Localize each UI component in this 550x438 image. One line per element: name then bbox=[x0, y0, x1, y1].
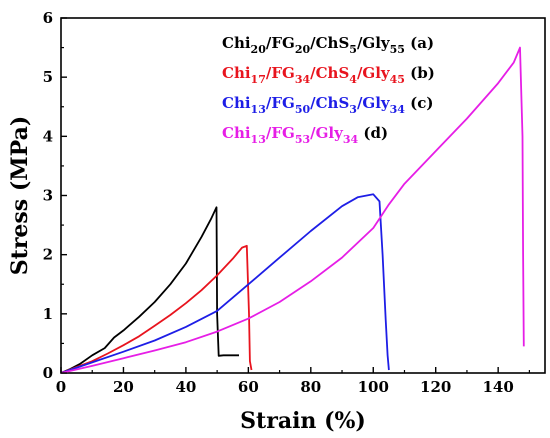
x-tick-label: 80 bbox=[300, 378, 321, 396]
legend: Chi20/FG20/ChS5/Gly55 (a) Chi17/FG34/ChS4… bbox=[222, 34, 435, 146]
series-lines bbox=[60, 46, 525, 374]
series-line-c bbox=[60, 193, 390, 374]
plot-frame bbox=[60, 17, 546, 374]
x-axis-title: Strain (%) bbox=[240, 408, 366, 434]
legend-entry-b: Chi17/FG34/ChS4/Gly45 (b) bbox=[222, 64, 435, 86]
x-tick-label: 120 bbox=[420, 378, 451, 396]
y-tick-label: 0 bbox=[43, 364, 53, 382]
x-tick-label: 0 bbox=[56, 378, 66, 396]
y-tick-label: 3 bbox=[43, 187, 53, 205]
y-tick-label: 4 bbox=[43, 127, 53, 145]
axes: 0 20 40 60 80 100 120 140 0 1 2 3 4 5 6 bbox=[43, 9, 530, 396]
x-tick-label: 140 bbox=[483, 378, 514, 396]
x-tick-label: 20 bbox=[113, 378, 134, 396]
series-line-d bbox=[60, 46, 525, 374]
y-tick-label: 1 bbox=[43, 305, 53, 323]
legend-entry-d: Chi13/FG53/Gly34 (d) bbox=[222, 124, 388, 146]
y-axis-title: Stress (MPa) bbox=[7, 116, 33, 275]
legend-entry-a: Chi20/FG20/ChS5/Gly55 (a) bbox=[222, 34, 434, 56]
series-line-a bbox=[60, 206, 239, 374]
x-tick-label: 60 bbox=[238, 378, 259, 396]
x-tick-label: 100 bbox=[358, 378, 389, 396]
y-tick-label: 2 bbox=[43, 246, 53, 264]
x-tick-label: 40 bbox=[175, 378, 196, 396]
series-line-b bbox=[60, 244, 253, 374]
plot-area bbox=[60, 17, 546, 374]
y-tick-label: 5 bbox=[43, 68, 53, 86]
y-tick-label: 6 bbox=[43, 9, 53, 27]
legend-entry-c: Chi13/FG50/ChS3/Gly34 (c) bbox=[222, 94, 434, 116]
